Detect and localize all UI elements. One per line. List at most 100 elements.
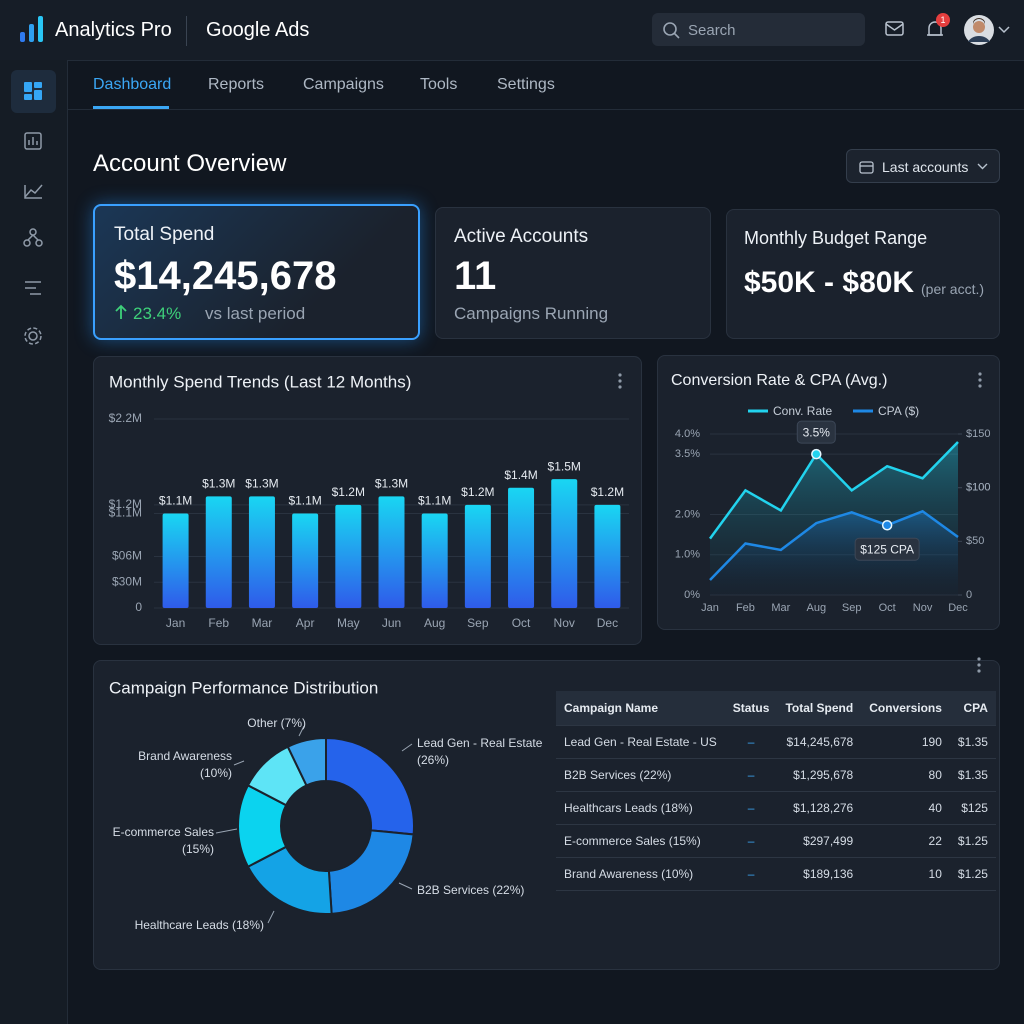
- table-cell: 80: [861, 758, 950, 792]
- table-cell: 10: [861, 857, 950, 891]
- bar: [205, 496, 232, 608]
- bar: [594, 504, 621, 608]
- y-tick-label: $1.2M: [109, 497, 142, 511]
- bar-panel: Monthly Spend Trends (Last 12 Months) 0 $…: [93, 356, 642, 645]
- x-tick-label: Aug: [424, 616, 445, 630]
- bar: [464, 504, 491, 608]
- menu-dots[interactable]: [974, 653, 984, 677]
- slice-value: (10%): [200, 766, 232, 780]
- data-label: $1.1M: [159, 494, 192, 508]
- menu-dots[interactable]: [618, 373, 622, 389]
- data-label: $1.1M: [288, 494, 321, 508]
- slice-value: (7%): [281, 716, 306, 730]
- slice-value: (15%): [182, 842, 214, 856]
- line-panel: Conversion Rate & CPA (Avg.) 0% 1.0% 2.0% 3…: [657, 355, 1000, 630]
- x-tick-label: Jan: [701, 602, 719, 614]
- pie-chart: Campaign Performance Distribution Lead G…: [109, 678, 543, 932]
- x-tick-label: Feb: [736, 602, 755, 614]
- line: [709, 509, 959, 581]
- slice-label: Other (7%): [247, 716, 306, 730]
- active-nav[interactable]: [11, 70, 56, 113]
- slice-name: Healthcare Leads: [135, 918, 229, 932]
- menu-dots[interactable]: [978, 372, 982, 388]
- header: Analytics Pro Google Ads Search 1: [0, 0, 1024, 61]
- bell-icon[interactable]: [925, 18, 947, 42]
- brand: Analytics Pro: [55, 19, 172, 41]
- bar: [335, 504, 362, 608]
- divider: [186, 16, 187, 46]
- data-label: $1.3M: [375, 476, 408, 490]
- legend-label: Conv. Rate: [773, 404, 832, 418]
- card-title: Total Spend: [114, 224, 215, 245]
- table-cell: $1.35: [949, 725, 996, 759]
- x-tick-label: Dec: [948, 602, 968, 614]
- x-tick-label: Feb: [208, 616, 229, 630]
- chevron[interactable]: [998, 26, 1010, 34]
- line-chart: Conversion Rate & CPA (Avg.) 0% 1.0% 2.0% 3…: [671, 372, 990, 614]
- card-note: vs last period: [205, 304, 306, 323]
- y2-tick-label: $100: [966, 482, 990, 494]
- avatar[interactable]: [964, 15, 994, 45]
- notification-badge: 1: [936, 13, 950, 27]
- table-cell: 190: [861, 725, 950, 759]
- tab[interactable]: Dashboard: [93, 76, 172, 93]
- data-label: $1.1M: [418, 494, 451, 508]
- table-cell: 22: [861, 824, 950, 858]
- bar: [508, 487, 535, 608]
- y-tick-label: 3.5%: [675, 448, 700, 460]
- y-tick-label: $2.2M: [109, 411, 142, 425]
- y2-tick-label: 0: [966, 589, 972, 601]
- card-value: $14,245,678: [114, 254, 337, 298]
- chart-title: Conversion Rate & CPA (Avg.): [671, 372, 887, 389]
- data-label: $1.4M: [504, 468, 537, 482]
- x-tick-label: Oct: [879, 602, 896, 614]
- card: Monthly Budget Range $50K - $80K (per ac…: [726, 209, 1000, 339]
- table-cell: Lead Gen - Real Estate - US: [556, 725, 725, 759]
- x-tick-label: Dec: [597, 616, 618, 630]
- search-box[interactable]: Search: [652, 13, 865, 46]
- card-note: Campaigns Running: [454, 304, 609, 323]
- tab[interactable]: Tools: [420, 76, 458, 93]
- mail-icon[interactable]: [885, 20, 905, 38]
- table-cell: –: [724, 857, 778, 891]
- chart-title: Campaign Performance Distribution: [109, 678, 378, 697]
- table-cell: Healthcars Leads (18%): [556, 791, 725, 825]
- y2-tick-label: $50: [966, 535, 984, 547]
- column-header: CPA: [949, 691, 996, 726]
- table-cell: –: [724, 824, 778, 858]
- bar: [421, 513, 448, 608]
- point-marker: [881, 519, 893, 531]
- card-value: 11: [454, 254, 497, 298]
- card-title: Monthly Budget Range: [744, 228, 928, 248]
- slice-name: E-commerce Sales: [113, 825, 214, 839]
- x-tick-label: May: [337, 616, 360, 630]
- slice-name: Lead Gen - Real Estate: [417, 736, 543, 750]
- pie-panel: Campaign Performance Distribution Lead G…: [93, 657, 1000, 970]
- tab[interactable]: Settings: [497, 76, 555, 93]
- x-tick-label: Mar: [771, 602, 790, 614]
- slice-name: B2B Services: [417, 883, 489, 897]
- card: Total Spend $14,245,678 23.4% vs last pe…: [93, 204, 420, 340]
- callout-box: [854, 537, 920, 561]
- slice-value: (26%): [417, 753, 449, 767]
- card: Active Accounts 11 Campaigns Running: [435, 207, 711, 339]
- chevron: [977, 163, 988, 170]
- slice-label: E-commerce Sales (15%): [113, 825, 214, 856]
- filter-label: Last accounts: [882, 159, 969, 175]
- bar: [162, 513, 189, 608]
- tab-underline: [93, 106, 169, 109]
- data-label: $1.2M: [332, 485, 365, 499]
- table-row: E-commerce Sales (15%) – $297,499 22 $1.25: [556, 824, 996, 858]
- x-tick-label: Aug: [806, 602, 826, 614]
- y-tick-label: 2.0%: [675, 508, 700, 520]
- line: [708, 441, 959, 540]
- tab[interactable]: Reports: [208, 76, 265, 93]
- tab[interactable]: Campaigns: [303, 76, 384, 93]
- slice-label: Lead Gen - Real Estate (26%): [417, 736, 543, 767]
- y-tick-label: 0%: [684, 589, 700, 601]
- sidebar: [0, 60, 68, 1024]
- filter-dropdown[interactable]: Last accounts: [846, 149, 1000, 183]
- slice: [286, 736, 327, 787]
- annotation: 3.5%: [803, 425, 831, 439]
